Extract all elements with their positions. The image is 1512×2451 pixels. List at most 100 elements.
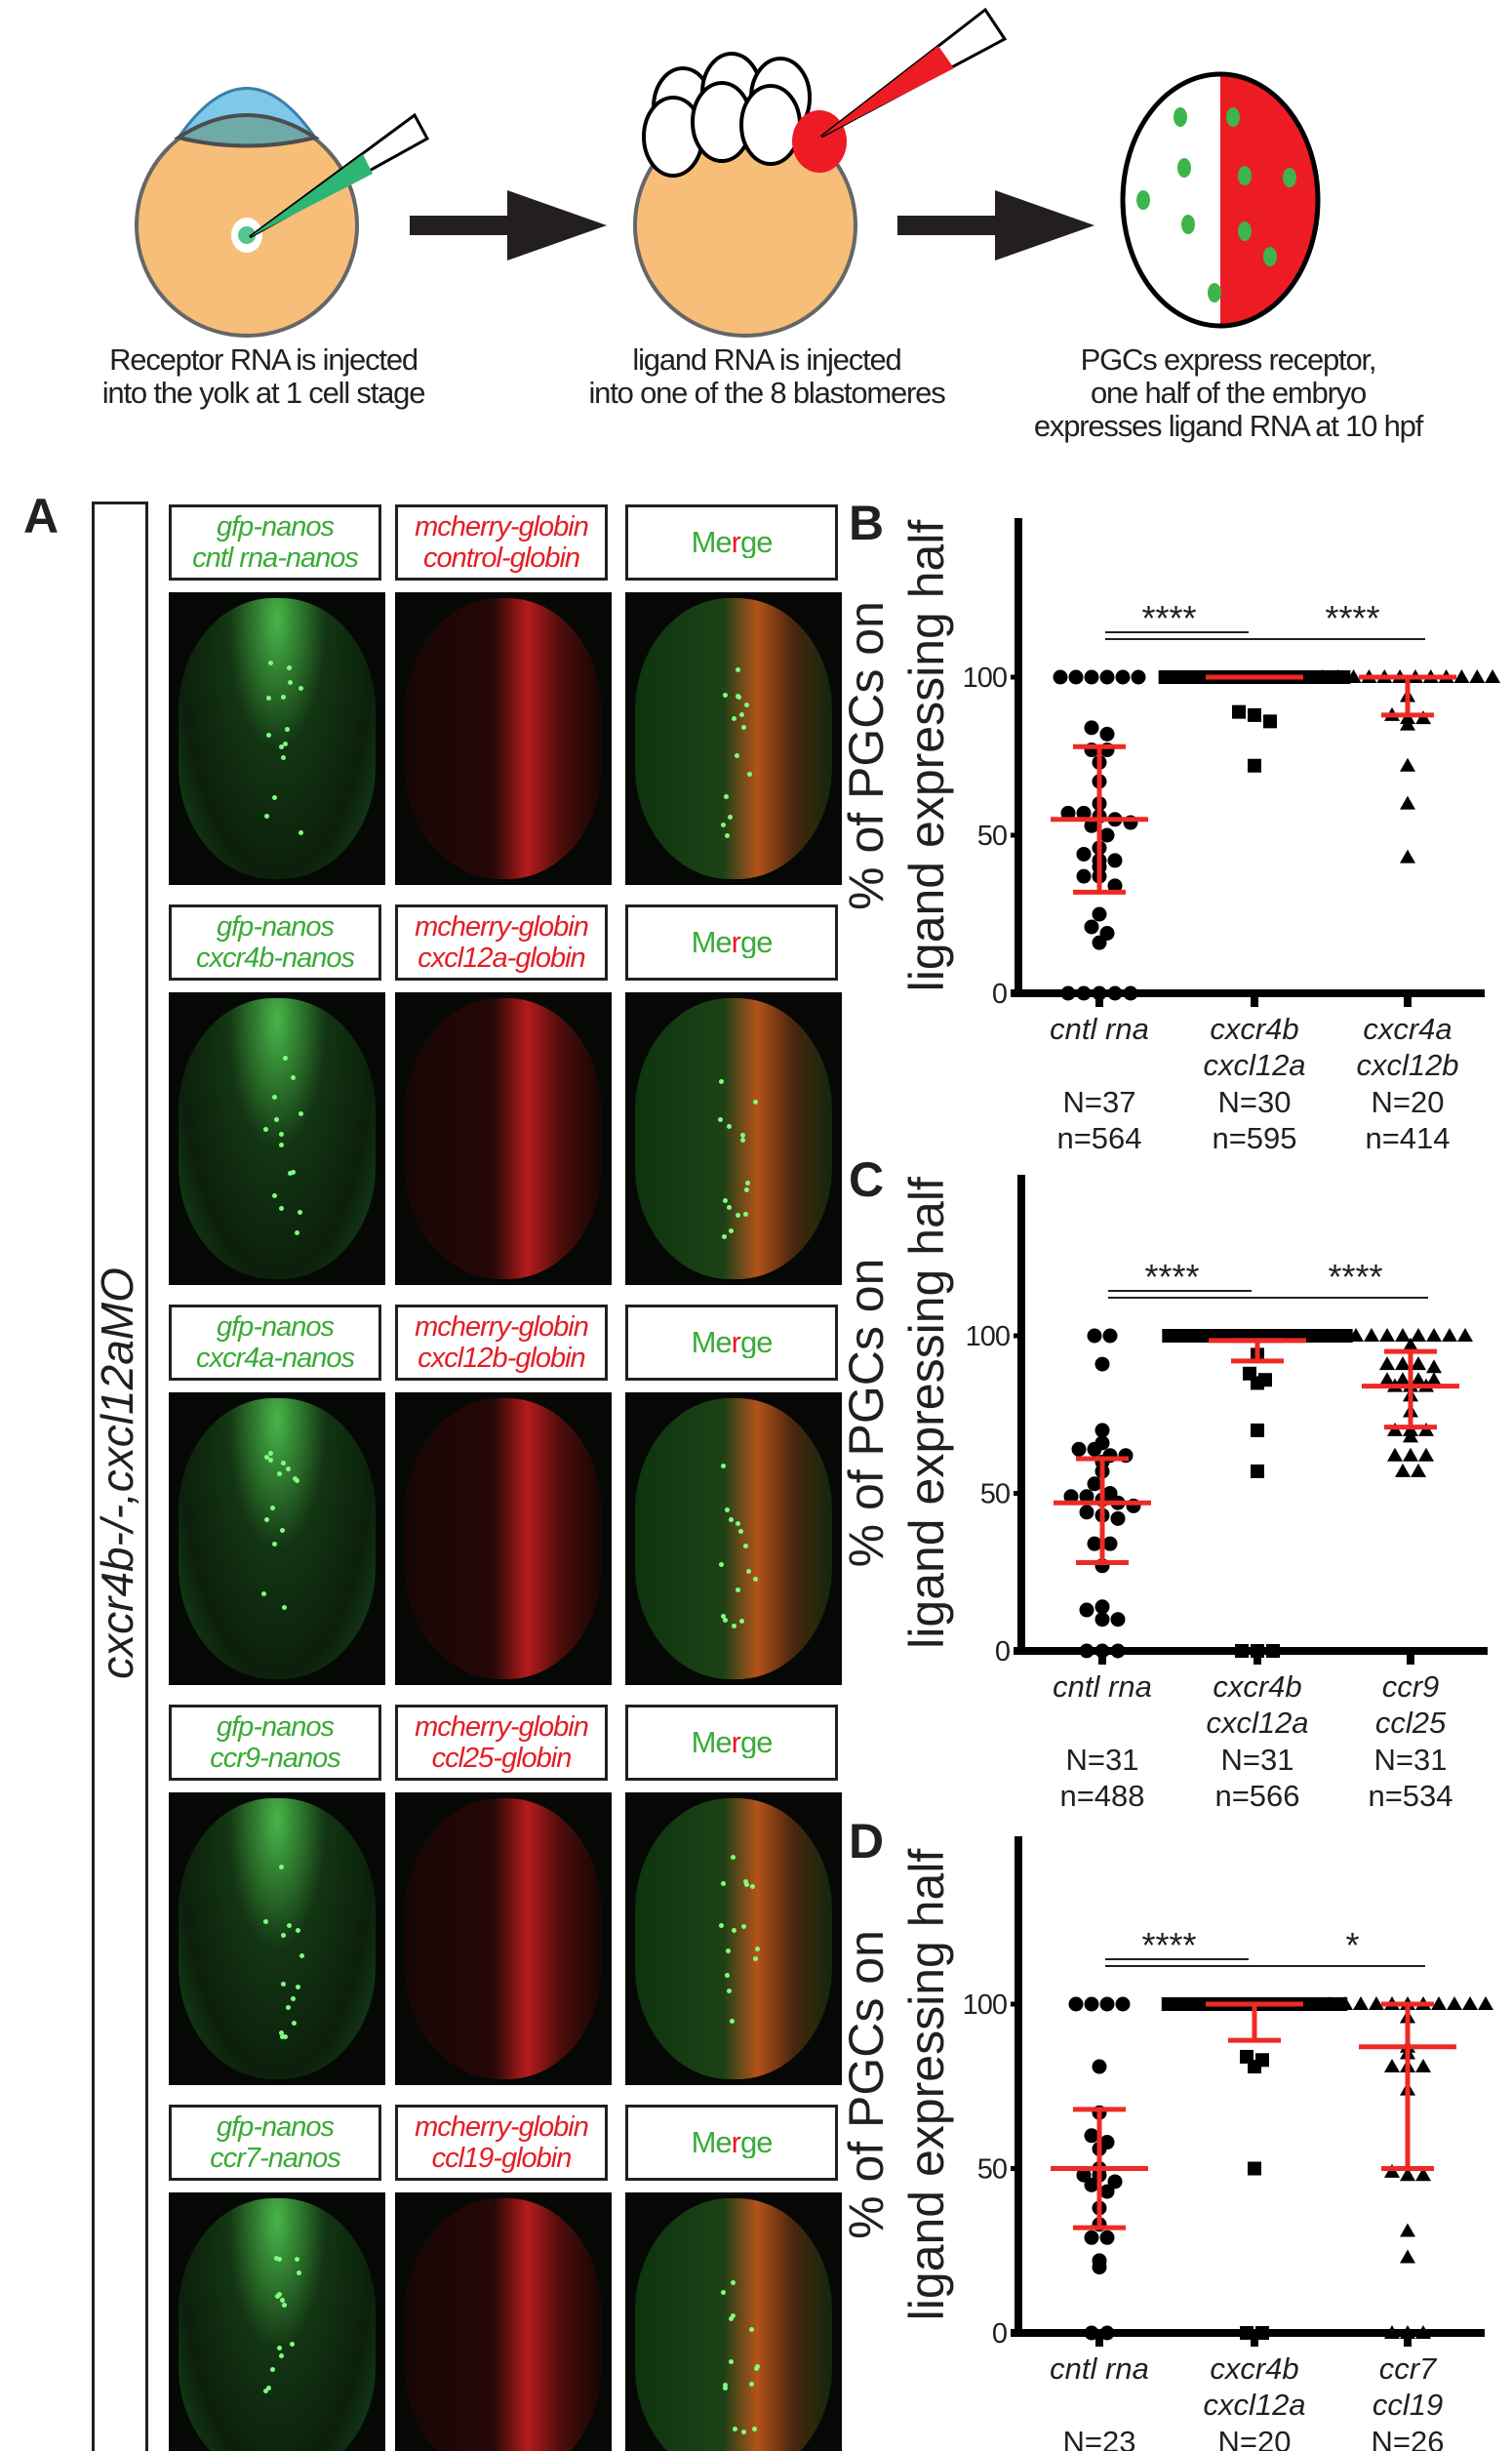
- receptor-label-box: gfp-nanos ccr9-nanos: [169, 1705, 381, 1781]
- data-point-circle: [1076, 868, 1092, 884]
- merge-label: Merge: [691, 1725, 774, 1759]
- data-point-square: [1255, 2326, 1269, 2340]
- data-point-circle: [1063, 1489, 1079, 1505]
- merge-label-box: Merge: [625, 1705, 838, 1781]
- reporter-label: gfp-nanos: [217, 2111, 335, 2143]
- data-point-triangle: [1415, 2059, 1431, 2073]
- data-point-circle: [1079, 1505, 1094, 1520]
- mcherry-channel-image: [395, 992, 612, 1285]
- data-point-triangle: [1387, 1447, 1403, 1462]
- panel-letter-a: A: [23, 489, 60, 543]
- data-point-triangle: [1384, 2325, 1400, 2339]
- data-point-triangle: [1400, 849, 1415, 864]
- ligand-label: ccl19-globin: [431, 2143, 573, 2174]
- x-category-label: cxcr4b: [1210, 2351, 1298, 2386]
- x-category-label: ccr9: [1382, 1669, 1440, 1704]
- caption-line: into one of the 8 blastomeres: [588, 376, 945, 410]
- data-point-circle: [1099, 726, 1115, 742]
- data-point-triangle: [1379, 1328, 1395, 1342]
- data-point-circle: [1087, 1328, 1102, 1344]
- data-point-circle: [1107, 2174, 1123, 2190]
- chart-panel-d: D % of PGCs on ligand expressing half 0 50 10…: [839, 1814, 1493, 2451]
- x-category-label: cntl rna: [1053, 1669, 1152, 1704]
- reporter-label: gfp-nanos: [217, 911, 335, 943]
- data-point-square: [1251, 1464, 1264, 1478]
- y-axis-label: % of PGCs on: [839, 1259, 894, 1568]
- data-point-triangle: [1403, 1337, 1418, 1351]
- receptor-label: cntl rna-nanos: [192, 542, 359, 574]
- receptor-label: ccr9-nanos: [210, 1743, 340, 1774]
- sample-count: N=30: [1218, 1085, 1292, 1119]
- caption-step1: Receptor RNA is injected into the yolk a…: [102, 343, 426, 410]
- merge-label-box: Merge: [625, 2105, 838, 2181]
- data-point-triangle: [1353, 1996, 1369, 2010]
- data-point-circle: [1068, 1996, 1084, 2012]
- merge-image: [625, 1392, 842, 1685]
- data-point-triangle: [1418, 1447, 1434, 1462]
- chart-panel-c: C % of PGCs on ligand expressing half 0 50 10…: [839, 1152, 1488, 1813]
- gfp-channel-image: [169, 992, 385, 1285]
- sample-count: n=414: [1365, 1121, 1450, 1155]
- data-point-circle: [1084, 2177, 1099, 2192]
- data-point-circle: [1084, 720, 1099, 736]
- data-point-circle: [1110, 1612, 1126, 1627]
- data-point-triangle: [1395, 1328, 1411, 1342]
- arrow-icon: [410, 190, 607, 261]
- gfp-channel-image: [169, 1792, 385, 2085]
- data-point-triangle: [1384, 2059, 1400, 2073]
- arrow-icon: [897, 190, 1094, 261]
- data-point-circle: [1092, 906, 1107, 922]
- data-point-triangle: [1442, 1328, 1457, 1342]
- data-point-circle: [1084, 2128, 1099, 2144]
- sample-count: n=595: [1212, 1121, 1296, 1155]
- data-point-circle: [1071, 1441, 1087, 1457]
- caption-line: one half of the embryo: [1090, 376, 1367, 410]
- merge-image: [625, 992, 842, 1285]
- merge-label-box: Merge: [625, 504, 838, 581]
- data-point-triangle: [1426, 1372, 1442, 1386]
- data-point-circle: [1092, 935, 1107, 950]
- data-point-triangle: [1415, 2167, 1431, 2182]
- data-point-triangle: [1400, 2249, 1415, 2264]
- data-point-circle: [1092, 2260, 1107, 2275]
- y-tick-label: 50: [977, 2154, 1007, 2186]
- data-point-triangle: [1395, 1463, 1411, 1477]
- data-point-circle: [1110, 1643, 1126, 1659]
- data-point-circle: [1099, 827, 1115, 843]
- data-point-square: [1263, 714, 1277, 729]
- receptor-label-box: gfp-nanos cxcr4a-nanos: [169, 1305, 381, 1381]
- data-point-square: [1187, 1997, 1202, 2011]
- data-point-triangle: [1348, 1328, 1364, 1342]
- panel-letter: D: [849, 1814, 884, 1868]
- merge-image: [625, 1792, 842, 2085]
- data-point-circle: [1076, 2167, 1092, 2183]
- data-point-triangle: [1411, 1328, 1426, 1342]
- data-point-circle: [1115, 669, 1131, 685]
- data-point-square: [1235, 1644, 1249, 1658]
- receptor-label-box: gfp-nanos cntl rna-nanos: [169, 504, 381, 581]
- caption-line: ligand RNA is injected: [632, 342, 901, 377]
- sample-count: n=534: [1368, 1779, 1452, 1813]
- reporter-label: mcherry-globin: [415, 911, 589, 943]
- ligand-label-box: mcherry-globin ccl25-globin: [395, 1705, 608, 1781]
- data-point-circle: [1099, 2230, 1115, 2245]
- data-point-triangle: [1400, 716, 1415, 731]
- sample-count: n=564: [1056, 1121, 1141, 1155]
- caption-step2: ligand RNA is injected into one of the 8…: [588, 342, 945, 410]
- data-point-circle: [1084, 818, 1099, 833]
- data-point-circle: [1084, 1996, 1099, 2012]
- data-point-square: [1307, 1997, 1322, 2011]
- data-point-triangle: [1447, 1996, 1462, 2010]
- merge-label: Merge: [691, 2125, 774, 2159]
- x-category-label: ccl25: [1375, 1706, 1447, 1740]
- x-category-label: cxcl12a: [1203, 1048, 1305, 1082]
- x-category-label: ccl19: [1373, 2388, 1443, 2422]
- y-tick-label: 50: [980, 1479, 1010, 1510]
- ligand-label: cxcl12a-globin: [418, 943, 585, 974]
- data-point-triangle: [1411, 1356, 1426, 1371]
- y-tick-label: 50: [977, 821, 1007, 852]
- panel-letter: B: [849, 496, 884, 550]
- x-category-label: cntl rna: [1050, 1012, 1149, 1046]
- data-point-square: [1248, 2161, 1261, 2176]
- y-tick-label: 0: [995, 1636, 1010, 1667]
